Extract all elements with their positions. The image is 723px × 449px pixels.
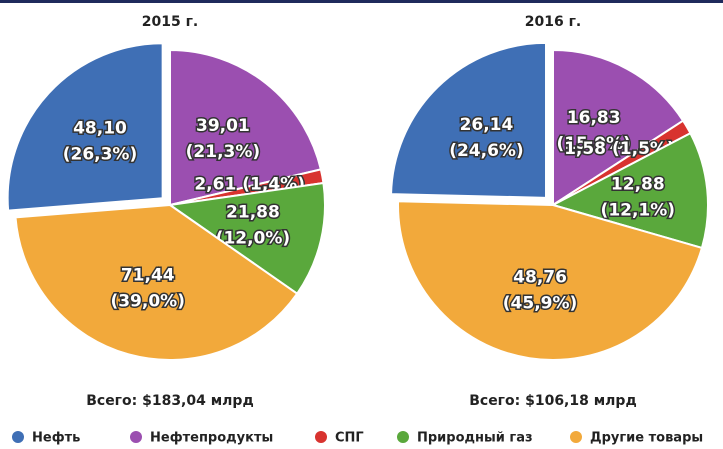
percent-label: (12,1%) [601, 200, 676, 220]
percent-label: (45,9%) [503, 293, 578, 313]
pie-slice [167, 181, 326, 296]
percent-label: (21,3%) [186, 142, 261, 162]
value-label: 26,14 [460, 115, 514, 135]
percent-label: (39,0%) [110, 291, 185, 311]
legend-swatch [12, 431, 24, 443]
legend-swatch [315, 431, 327, 443]
total-label: Всего: $183,04 млрд [86, 393, 254, 409]
value-label: 1,58 [564, 139, 606, 159]
value-label: 21,88 [226, 203, 280, 223]
pie-slice [550, 131, 709, 250]
percent-label: (24,6%) [449, 141, 524, 161]
pie-slice [552, 48, 685, 207]
value-label: 71,44 [121, 265, 175, 285]
pie-slice [14, 203, 299, 361]
legend-label: Нефть [32, 431, 80, 446]
percent-label: (15,9%) [556, 134, 631, 154]
value-label: 16,83 [567, 108, 621, 128]
pie-slice [6, 42, 164, 212]
legend-label: Другие товары [590, 431, 703, 446]
percent-label: (26,3%) [63, 144, 138, 164]
value-label: 48,76 [513, 267, 567, 287]
pie-slice [390, 41, 548, 199]
legend-label: СПГ [335, 431, 364, 446]
value-label: 39,01 [196, 116, 250, 136]
percent-label: (12,0%) [216, 229, 291, 249]
top-border [0, 0, 723, 3]
legend-label: Нефтепродукты [150, 431, 273, 446]
total-label: Всего: $106,18 млрд [469, 393, 637, 409]
legend-swatch [130, 431, 142, 443]
chart-title: 2015 г. [142, 14, 198, 30]
value-label: 12,88 [611, 174, 665, 194]
chart-title: 2016 г. [525, 14, 581, 30]
pie-slice [397, 200, 704, 361]
legend-swatch [570, 431, 582, 443]
value-label: 48,10 [73, 118, 127, 138]
legend-label: Природный газ [417, 431, 533, 446]
value-label: 2,61 [194, 174, 236, 194]
pie-slice [169, 48, 323, 207]
legend-swatch [397, 431, 409, 443]
